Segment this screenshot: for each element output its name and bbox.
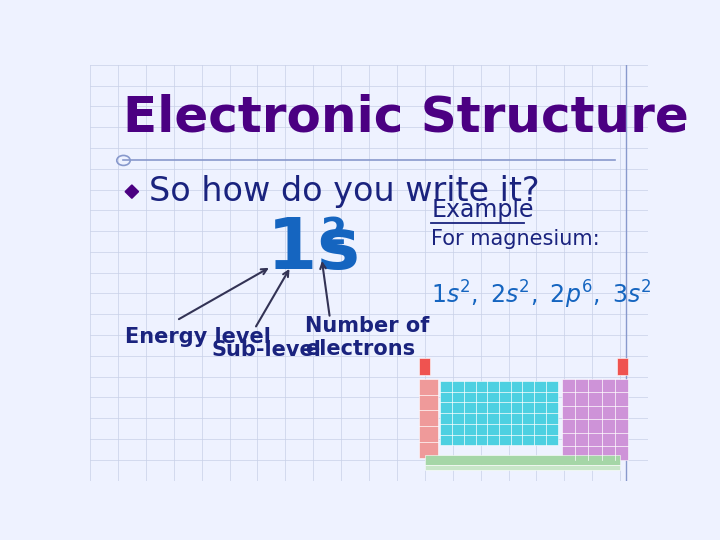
Text: Electronic Structure: Electronic Structure — [124, 94, 689, 142]
Text: Energy level: Energy level — [125, 327, 271, 347]
Text: So how do you write it?: So how do you write it? — [148, 175, 539, 208]
Bar — [617, 358, 629, 375]
Text: $1s^2,\ 2s^2,\ 2p^6,\ 3s^2$: $1s^2,\ 2s^2,\ 2p^6,\ 3s^2$ — [431, 279, 652, 311]
Bar — [425, 455, 620, 465]
Text: Number of
electrons: Number of electrons — [305, 315, 429, 359]
Text: $\mathbf{2}$: $\mathbf{2}$ — [320, 216, 346, 252]
Text: Example: Example — [431, 198, 534, 222]
Polygon shape — [125, 185, 138, 198]
Text: Sub-level: Sub-level — [212, 340, 322, 360]
Bar — [425, 465, 620, 470]
Text: For magnesium:: For magnesium: — [431, 229, 600, 249]
Bar — [419, 358, 431, 375]
Bar — [562, 379, 629, 460]
Text: $\mathbf{1s}$: $\mathbf{1s}$ — [266, 215, 358, 285]
Bar — [441, 381, 557, 446]
Bar — [419, 379, 438, 458]
